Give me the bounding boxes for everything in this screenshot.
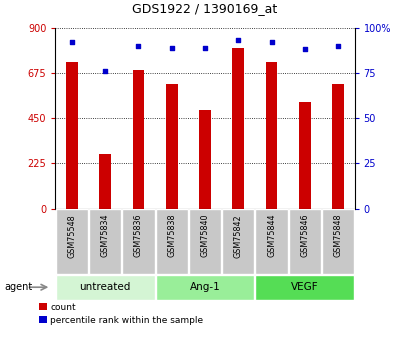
Point <box>135 43 142 48</box>
Bar <box>155 275 254 299</box>
Bar <box>255 209 287 274</box>
Bar <box>331 84 343 209</box>
Text: GSM75848: GSM75848 <box>333 214 342 257</box>
Text: GSM75840: GSM75840 <box>200 214 209 257</box>
Text: GDS1922 / 1390169_at: GDS1922 / 1390169_at <box>132 2 277 16</box>
Point <box>334 43 340 48</box>
Point <box>69 39 75 45</box>
Bar <box>232 48 243 209</box>
Point <box>234 38 241 43</box>
Bar <box>288 209 320 274</box>
Point <box>168 45 175 50</box>
Point <box>102 68 108 74</box>
Bar <box>255 275 353 299</box>
Text: GSM75838: GSM75838 <box>167 214 176 257</box>
Text: GSM75842: GSM75842 <box>233 214 242 258</box>
Text: Ang-1: Ang-1 <box>189 282 220 292</box>
Legend: count, percentile rank within the sample: count, percentile rank within the sample <box>39 303 203 325</box>
Point <box>267 39 274 45</box>
Bar <box>99 155 111 209</box>
Text: VEGF: VEGF <box>290 282 318 292</box>
Bar <box>265 62 276 209</box>
Bar <box>56 275 154 299</box>
Text: GSM75846: GSM75846 <box>299 214 308 257</box>
Bar <box>298 102 310 209</box>
Bar <box>166 84 177 209</box>
Bar <box>56 209 88 274</box>
Bar <box>122 209 154 274</box>
Text: GSM75834: GSM75834 <box>101 214 110 257</box>
Text: untreated: untreated <box>79 282 130 292</box>
Point <box>301 47 307 52</box>
Bar <box>133 70 144 209</box>
Text: agent: agent <box>4 282 32 292</box>
Bar <box>189 209 220 274</box>
Text: GSM75844: GSM75844 <box>266 214 275 257</box>
Bar <box>89 209 121 274</box>
Bar <box>222 209 254 274</box>
Text: GSM75548: GSM75548 <box>67 214 76 258</box>
Bar <box>155 209 187 274</box>
Text: GSM75836: GSM75836 <box>134 214 143 257</box>
Bar <box>321 209 353 274</box>
Point <box>201 45 208 50</box>
Bar <box>199 110 210 209</box>
Bar <box>66 62 78 209</box>
